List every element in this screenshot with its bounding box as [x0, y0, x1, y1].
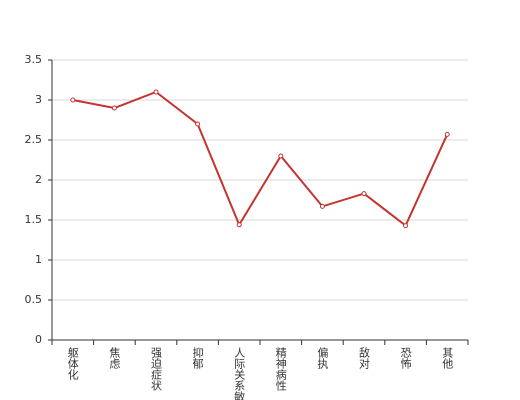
- y-tick-label: 0.5: [25, 293, 43, 306]
- x-tick-label: 抑郁: [191, 346, 204, 369]
- y-tick-label: 2: [35, 173, 42, 186]
- point: [70, 97, 76, 103]
- x-tick-label: 强迫症状: [150, 347, 163, 391]
- point: [111, 105, 117, 111]
- x-tick-label: 恐怖: [399, 347, 412, 369]
- y-tick-label: 1: [35, 253, 42, 266]
- x-tick-label: 人际关系敏感: [233, 347, 246, 400]
- y-tick-label: 0: [35, 333, 42, 346]
- x-tick-label: 敌对: [358, 346, 371, 369]
- point: [278, 153, 284, 159]
- x-tick-label: 偏执: [316, 346, 329, 370]
- line: [72, 90, 449, 228]
- x-tick-label: 精神病性: [274, 347, 287, 392]
- point: [236, 222, 242, 228]
- point: [153, 89, 159, 95]
- y-tick-label: 3.5: [25, 53, 43, 66]
- x-tick-label: 躯体化: [66, 347, 79, 381]
- point: [403, 223, 409, 229]
- y-tick-label: 2.5: [25, 133, 43, 146]
- point: [444, 131, 450, 137]
- point: [195, 121, 201, 127]
- y-tick-label: 3: [35, 93, 42, 106]
- x-tick-label: 焦虑: [108, 347, 121, 369]
- x-tick-label: 其他: [441, 347, 454, 369]
- point: [319, 203, 325, 209]
- point: [361, 191, 367, 197]
- y-tick-label: 1.5: [25, 213, 43, 226]
